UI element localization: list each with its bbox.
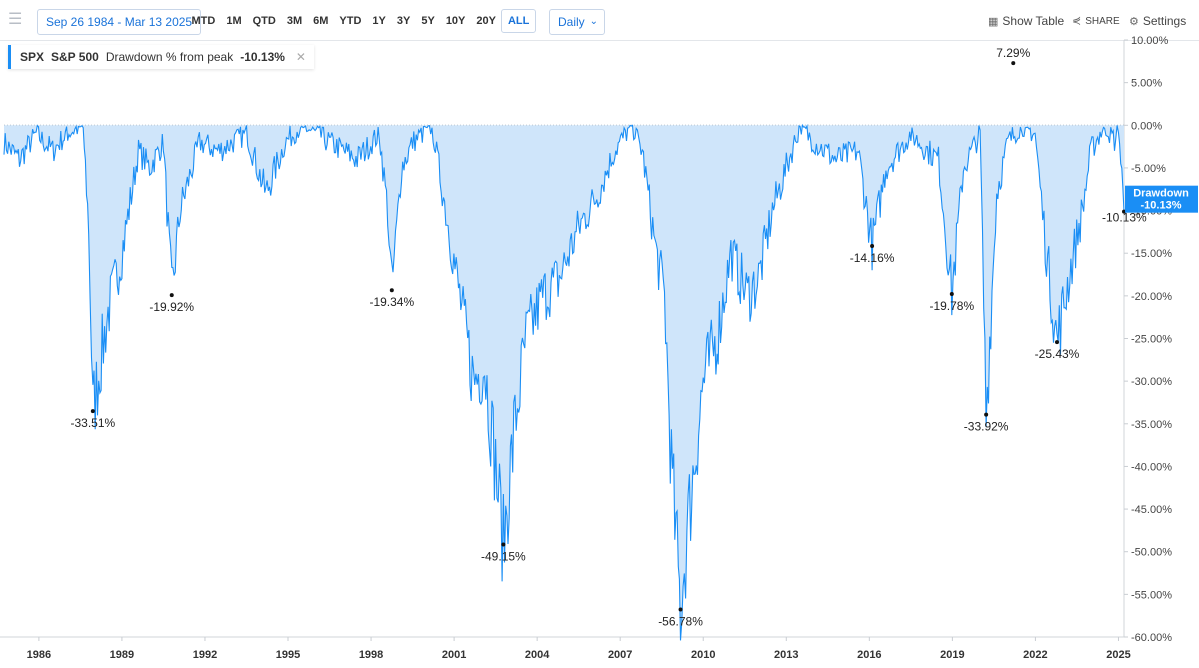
annotation-point (678, 607, 683, 612)
period-3m[interactable]: 3M (286, 15, 303, 27)
y-tick-label: -20.00% (1131, 291, 1172, 303)
period-10y[interactable]: 10Y (445, 15, 466, 27)
x-tick-label: 1989 (110, 649, 134, 661)
y-tick-label: -5.00% (1131, 163, 1166, 175)
y-tick-label: 5.00% (1131, 78, 1162, 90)
series-legend: SPX S&P 500 Drawdown % from peak -10.13%… (8, 45, 314, 69)
share-icon: ⋞ (1072, 15, 1082, 27)
x-tick-label: 2010 (691, 649, 715, 661)
y-tick-label: -25.00% (1131, 334, 1172, 346)
annotation-point (389, 288, 394, 293)
x-tick-label: 2004 (525, 649, 550, 661)
settings-label: Settings (1142, 14, 1187, 28)
x-tick-label: 2022 (1023, 649, 1047, 661)
table-icon: ▦ (988, 16, 999, 28)
annotation-point (949, 291, 954, 296)
x-tick-label: 2016 (857, 649, 881, 661)
period-selector: MTD 1M QTD 3M 6M YTD 1Y 3Y 5Y 10Y 20Y ALL (186, 9, 536, 33)
y-tick-label: -15.00% (1131, 248, 1172, 260)
period-1y[interactable]: 1Y (372, 15, 386, 27)
annotation-label: -19.34% (369, 295, 414, 309)
x-tick-label: 1992 (193, 649, 217, 661)
period-3y[interactable]: 3Y (396, 15, 411, 27)
annotation-label: -14.16% (850, 251, 895, 265)
y-tick-label: -45.00% (1131, 504, 1172, 516)
chevron-down-icon: ⌄ (589, 16, 598, 27)
y-tick-label: -60.00% (1131, 632, 1172, 644)
x-tick-label: 1998 (359, 649, 383, 661)
annotation-point (90, 409, 95, 414)
x-tick-label: 2001 (442, 649, 466, 661)
y-tick-label: -35.00% (1131, 419, 1172, 431)
period-20y[interactable]: 20Y (476, 15, 496, 27)
drawdown-area-fill (4, 125, 1124, 641)
last-value-tag-value: -10.13% (1141, 200, 1182, 212)
legend-metric: Drawdown % from peak (105, 50, 234, 64)
annotation-label: -56.78% (658, 615, 703, 629)
menu-icon[interactable]: ☰ (8, 11, 23, 28)
x-tick-label: 2013 (774, 649, 798, 661)
settings-button[interactable]: ⚙ Settings (1129, 9, 1186, 33)
last-value-tag: Drawdown-10.13% (1125, 185, 1198, 213)
period-qtd[interactable]: QTD (252, 15, 276, 27)
x-tick-label: 1995 (276, 649, 300, 661)
show-table-button[interactable]: ▦ Show Table (988, 9, 1064, 33)
share-button[interactable]: ⋞ SHARE (1072, 9, 1120, 33)
chart-toolbar: ☰ Sep 26 1984 - Mar 13 2025 MTD 1M QTD 3M 6M… (0, 0, 1199, 41)
annotation-label: -10.13% (1102, 211, 1147, 225)
period-mtd[interactable]: MTD (191, 15, 216, 27)
last-value-tag-label: Drawdown (1133, 188, 1189, 200)
show-table-label: Show Table (1002, 14, 1065, 28)
legend-value: -10.13% (240, 50, 285, 64)
annotation-label: 7.29% (996, 46, 1030, 60)
x-tick-label: 2007 (608, 649, 632, 661)
y-tick-label: -50.00% (1131, 547, 1172, 559)
period-1m[interactable]: 1M (226, 15, 242, 27)
drawdown-series-line[interactable] (3, 123, 1125, 641)
legend-name: S&P 500 (51, 50, 99, 64)
frequency-label: Daily (558, 15, 585, 29)
annotation-point (501, 542, 506, 547)
annotation-label: -33.92% (964, 420, 1009, 434)
annotation-label: -49.15% (481, 549, 526, 563)
period-5y[interactable]: 5Y (421, 15, 435, 27)
annotation-label: -19.78% (929, 299, 974, 313)
annotation-point (169, 293, 174, 298)
legend-ticker: SPX (20, 50, 45, 64)
close-icon[interactable]: ✕ (295, 50, 306, 64)
y-tick-label: -55.00% (1131, 589, 1172, 601)
y-tick-label: -30.00% (1131, 376, 1172, 388)
annotation-label: -25.43% (1035, 347, 1080, 361)
period-all[interactable]: ALL (501, 9, 536, 33)
y-tick-label: -40.00% (1131, 461, 1172, 473)
period-ytd[interactable]: YTD (339, 15, 362, 27)
annotation-point (1011, 61, 1016, 66)
gear-icon: ⚙ (1129, 16, 1139, 28)
frequency-dropdown[interactable]: Daily ⌄ (549, 9, 605, 35)
annotation-label: -33.51% (71, 416, 116, 430)
last-value-tag-bg (1125, 185, 1198, 213)
annotation-point (1055, 340, 1060, 345)
annotation-point (984, 412, 989, 417)
x-tick-label: 2019 (940, 649, 964, 661)
x-tick-label: 2025 (1106, 649, 1130, 661)
y-tick-label: 10.00% (1131, 35, 1169, 47)
annotation-label: -19.92% (149, 300, 194, 314)
annotation-point (870, 244, 875, 249)
share-label: SHARE (1085, 16, 1120, 27)
period-6m[interactable]: 6M (313, 15, 329, 27)
x-tick-label: 1986 (27, 649, 51, 661)
y-tick-label: 0.00% (1131, 120, 1162, 132)
date-range-button[interactable]: Sep 26 1984 - Mar 13 2025 (37, 9, 202, 35)
